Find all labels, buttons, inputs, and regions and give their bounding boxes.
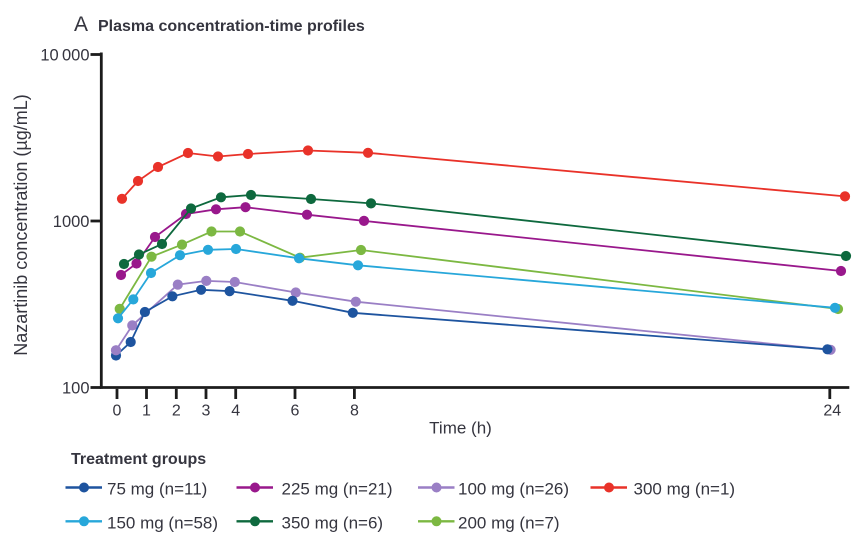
svg-text:6: 6	[291, 403, 300, 420]
svg-text:8: 8	[350, 403, 359, 420]
svg-text:100 mg (n=26): 100 mg (n=26)	[458, 480, 569, 499]
svg-text:Plasma concentration-time prof: Plasma concentration-time profiles	[98, 18, 365, 35]
svg-text:Time (h): Time (h)	[429, 419, 492, 438]
svg-text:2: 2	[172, 403, 181, 420]
svg-text:300 mg (n=1): 300 mg (n=1)	[634, 480, 736, 499]
svg-text:Nazartinib concentration (µg/m: Nazartinib concentration (µg/mL)	[11, 94, 31, 355]
svg-text:24: 24	[823, 403, 841, 420]
svg-text:4: 4	[231, 403, 240, 420]
svg-text:1000: 1000	[53, 213, 90, 231]
svg-text:100: 100	[62, 379, 90, 397]
svg-text:3: 3	[202, 403, 211, 420]
svg-text:225 mg (n=21): 225 mg (n=21)	[282, 480, 393, 499]
svg-text:75 mg (n=11): 75 mg (n=11)	[107, 480, 207, 499]
svg-text:10 000: 10 000	[40, 46, 89, 64]
svg-text:0: 0	[113, 403, 122, 420]
svg-text:200 mg (n=7): 200 mg (n=7)	[458, 513, 560, 532]
svg-text:150 mg (n=58): 150 mg (n=58)	[107, 513, 218, 532]
svg-text:1: 1	[142, 403, 151, 420]
svg-text:Treatment groups: Treatment groups	[71, 451, 206, 468]
svg-text:A: A	[74, 13, 88, 36]
svg-text:350 mg (n=6): 350 mg (n=6)	[282, 513, 384, 532]
